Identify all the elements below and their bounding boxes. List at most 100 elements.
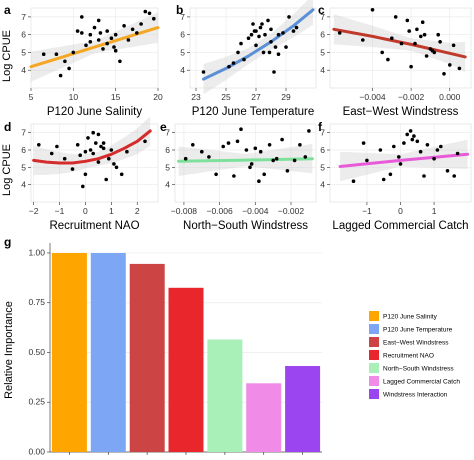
data-point (438, 40, 442, 44)
data-point (388, 172, 393, 177)
y-tick-label: 5 (320, 47, 325, 57)
x-tick-label: 25 (221, 92, 231, 102)
x-tick-label: −0.004 (359, 92, 386, 102)
data-point (214, 172, 218, 177)
panel-letter: b (176, 3, 183, 17)
y-tick-label: 7 (21, 128, 26, 138)
fit-line (338, 152, 470, 168)
x-tick-label: −0.002 (278, 206, 305, 216)
data-point (227, 64, 231, 69)
data-point (361, 38, 365, 42)
data-point (419, 34, 423, 39)
data-point (435, 148, 440, 152)
data-point (452, 174, 457, 178)
x-tick-label: −0.004 (242, 206, 269, 216)
panel-b: 23 25 27 29 4 5 6 7b P120 June Temperature (176, 0, 317, 118)
x-tick-label: −1 (362, 206, 372, 216)
data-point (88, 148, 93, 152)
x-tick-label: 29 (281, 92, 291, 102)
data-point (92, 25, 97, 30)
data-point (455, 151, 460, 156)
y-tick-label: 6 (320, 145, 325, 155)
data-point (457, 66, 462, 71)
data-point (281, 31, 285, 35)
data-point (276, 52, 281, 56)
data-point (269, 27, 273, 32)
y-tick-label: 6 (320, 30, 325, 40)
data-point (114, 165, 119, 170)
x-tick-label: 0 (398, 206, 403, 216)
data-point (96, 132, 101, 137)
panel-e: −0.008 −0.006 −0.004 −0.002 4 5 6 7e North−South… (160, 120, 317, 232)
data-point (257, 179, 261, 183)
y-tick-label: 6 (180, 30, 185, 40)
y-tick-label: 5 (21, 162, 26, 172)
legend-swatch (369, 311, 379, 321)
data-point (105, 41, 109, 46)
data-point (273, 45, 278, 49)
data-point (390, 36, 394, 40)
data-point (271, 158, 276, 163)
y-tick-label: 1.00 (28, 247, 45, 257)
data-point (135, 31, 139, 35)
data-point (55, 144, 59, 149)
data-point (236, 50, 240, 55)
y-tick-label: 7 (320, 12, 325, 22)
y-tick-label: 7 (21, 12, 26, 22)
data-point (370, 8, 375, 12)
data-point (412, 134, 416, 138)
x-axis-title: East−West Windstress (343, 106, 459, 118)
data-point (397, 155, 401, 159)
data-point (386, 57, 390, 62)
data-point (274, 156, 279, 161)
legend-label: Recruitment NAO (383, 353, 434, 360)
data-point (71, 50, 76, 55)
data-point (152, 16, 156, 21)
data-point (436, 32, 441, 37)
data-point (260, 22, 264, 26)
data-point (266, 18, 270, 23)
bar (168, 287, 204, 452)
y-tick-label: 5 (320, 162, 325, 172)
data-point (398, 162, 403, 166)
y-tick-label: 4 (165, 180, 170, 190)
data-point (422, 174, 426, 178)
data-point (235, 139, 240, 144)
panel-letter: a (4, 3, 11, 17)
data-point (430, 48, 435, 53)
x-tick-label: −0.008 (171, 206, 198, 216)
data-point (88, 32, 93, 37)
data-point (67, 66, 71, 71)
y-tick-label: 4 (180, 65, 185, 75)
data-point (221, 144, 225, 149)
y-tick-label: 7 (165, 128, 170, 138)
panel-a: 5 10 15 20 4 5 6 7a P120 June Salinity Log CPUE (1, 3, 163, 118)
data-point (96, 18, 101, 23)
x-tick-label: 10 (69, 92, 79, 102)
x-tick-label: 20 (153, 92, 163, 102)
data-point (94, 141, 98, 145)
y-tick-label: 4 (21, 180, 26, 190)
panel-letter: e (160, 120, 167, 134)
data-point (99, 144, 103, 149)
data-point (112, 45, 116, 49)
legend-swatch (369, 324, 379, 334)
data-point (126, 38, 131, 42)
data-point (143, 9, 148, 14)
fit-line (202, 8, 315, 81)
y-tick-label: 0.50 (28, 347, 45, 357)
x-tick-label: 0.000 (439, 92, 461, 102)
legend-swatch (369, 363, 379, 373)
data-point (280, 137, 284, 142)
x-tick-label: 1 (432, 206, 437, 216)
x-axis-title: P120 June Salinity (47, 106, 143, 118)
data-point (269, 40, 273, 44)
y-axis-title: Log CPUE (1, 30, 13, 82)
x-tick-label: 5 (29, 92, 34, 102)
data-point (86, 136, 90, 140)
x-tick-label: 15 (111, 92, 121, 102)
legend-label: North−South Windstress (383, 366, 454, 373)
legend-swatch (369, 389, 379, 399)
y-tick-label: 4 (320, 65, 325, 75)
